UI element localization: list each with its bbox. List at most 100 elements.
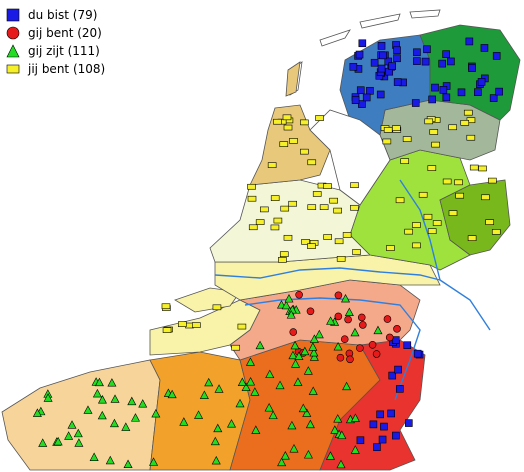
marker-gij-zijt: [303, 366, 313, 375]
marker-jij-bent: [386, 245, 395, 251]
marker-jij-bent: [323, 234, 332, 240]
marker-jij-bent: [336, 256, 346, 262]
marker-gij-zijt: [344, 307, 354, 317]
marker-gij-zijt: [167, 389, 177, 399]
legend-label-gij-zijt: gij zijt (111): [28, 44, 100, 58]
marker-gij-zijt: [92, 388, 102, 398]
marker-gij-zijt: [305, 419, 315, 429]
marker-du-bist: [377, 64, 386, 73]
marker-du-bist: [393, 46, 401, 55]
marker-gij-bent: [357, 313, 366, 322]
marker-jij-bent: [427, 165, 437, 171]
red-circle-icon: [6, 26, 20, 40]
marker-jij-bent: [454, 179, 463, 186]
marker-gij-zijt: [204, 377, 214, 387]
marker-du-bist: [428, 95, 436, 104]
marker-gij-zijt: [275, 380, 285, 390]
marker-du-bist: [480, 44, 489, 52]
marker-du-bist: [377, 42, 386, 50]
marker-gij-zijt: [341, 293, 351, 303]
marker-jij-bent: [307, 204, 317, 210]
marker-gij-bent: [385, 333, 394, 342]
marker-gij-zijt: [199, 390, 209, 399]
marker-du-bist: [376, 90, 385, 99]
marker-gij-zijt: [309, 347, 319, 357]
marker-gij-zijt: [298, 403, 308, 413]
observation-markers: [32, 37, 503, 469]
marker-gij-zijt: [109, 418, 119, 428]
marker-gij-zijt: [294, 351, 304, 360]
marker-jij-bent: [301, 239, 310, 245]
marker-gij-zijt: [289, 444, 299, 453]
marker-jij-bent: [442, 178, 452, 185]
marker-jij-bent: [392, 125, 401, 131]
marker-du-bist: [447, 57, 455, 66]
marker-du-bist: [388, 62, 397, 70]
marker-jij-bent: [283, 124, 293, 131]
region-overijssel: [439, 179, 511, 256]
marker-gij-zijt: [151, 408, 161, 418]
marker-du-bist: [351, 96, 360, 105]
marker-du-bist: [373, 443, 381, 452]
marker-jij-bent: [485, 219, 494, 225]
marker-gij-zijt: [83, 405, 93, 414]
marker-jij-bent: [423, 213, 433, 220]
marker-jij-bent: [273, 118, 282, 125]
marker-du-bist: [431, 83, 439, 92]
marker-jij-bent: [466, 134, 476, 141]
marker-gij-zijt: [303, 449, 313, 459]
marker-du-bist: [495, 87, 503, 96]
wadden-islands: [289, 9, 441, 96]
marker-jij-bent: [429, 129, 439, 135]
marker-gij-zijt: [287, 420, 297, 430]
marker-jij-bent: [192, 322, 201, 328]
marker-gij-zijt: [373, 325, 383, 335]
marker-du-bist: [474, 88, 482, 96]
region-friesland: [339, 34, 431, 136]
marker-gij-zijt: [130, 413, 140, 422]
marker-jij-bent: [467, 235, 477, 241]
blue-square-icon: [6, 8, 20, 22]
marker-du-bist: [387, 409, 396, 418]
legend-item-gij-zijt: gij zijt (111): [6, 42, 146, 60]
marker-jij-bent: [382, 138, 392, 145]
marker-gij-zijt: [251, 425, 261, 434]
marker-gij-bent: [346, 355, 354, 364]
marker-jij-bent: [469, 164, 479, 171]
marker-jij-bent: [350, 204, 359, 211]
marker-gij-zijt: [330, 425, 340, 434]
marker-gij-zijt: [67, 420, 77, 429]
marker-gij-zijt: [255, 340, 265, 350]
marker-gij-bent: [344, 315, 352, 324]
marker-gij-zijt: [213, 423, 223, 433]
marker-gij-zijt: [210, 436, 220, 446]
marker-jij-bent: [300, 119, 309, 126]
marker-jij-bent: [278, 257, 287, 263]
marker-du-bist: [388, 371, 397, 380]
marker-du-bist: [378, 435, 387, 444]
marker-gij-zijt: [127, 396, 137, 406]
marker-du-bist: [356, 436, 365, 445]
marker-gij-zijt: [286, 310, 296, 319]
marker-gij-zijt: [308, 386, 318, 395]
marker-gij-zijt: [290, 340, 300, 350]
marker-du-bist: [442, 93, 451, 102]
marker-du-bist: [411, 99, 420, 107]
marker-gij-bent: [306, 307, 315, 316]
marker-jij-bent: [478, 165, 487, 172]
marker-gij-zijt: [97, 410, 107, 420]
marker-jij-bent: [488, 177, 497, 184]
marker-jij-bent: [329, 197, 338, 204]
marker-jij-bent: [424, 118, 434, 125]
legend-label-jij-bent: jij bent (108): [28, 62, 106, 76]
marker-gij-zijt: [325, 451, 335, 460]
green-triangle-icon: [6, 44, 20, 58]
marker-du-bist: [413, 57, 421, 65]
marker-jij-bent: [237, 323, 247, 330]
marker-gij-zijt: [121, 422, 131, 431]
marker-jij-bent: [267, 162, 277, 168]
marker-gij-zijt: [293, 377, 303, 386]
marker-jij-bent: [255, 219, 265, 225]
marker-gij-zijt: [179, 417, 189, 426]
marker-gij-zijt: [308, 342, 318, 351]
